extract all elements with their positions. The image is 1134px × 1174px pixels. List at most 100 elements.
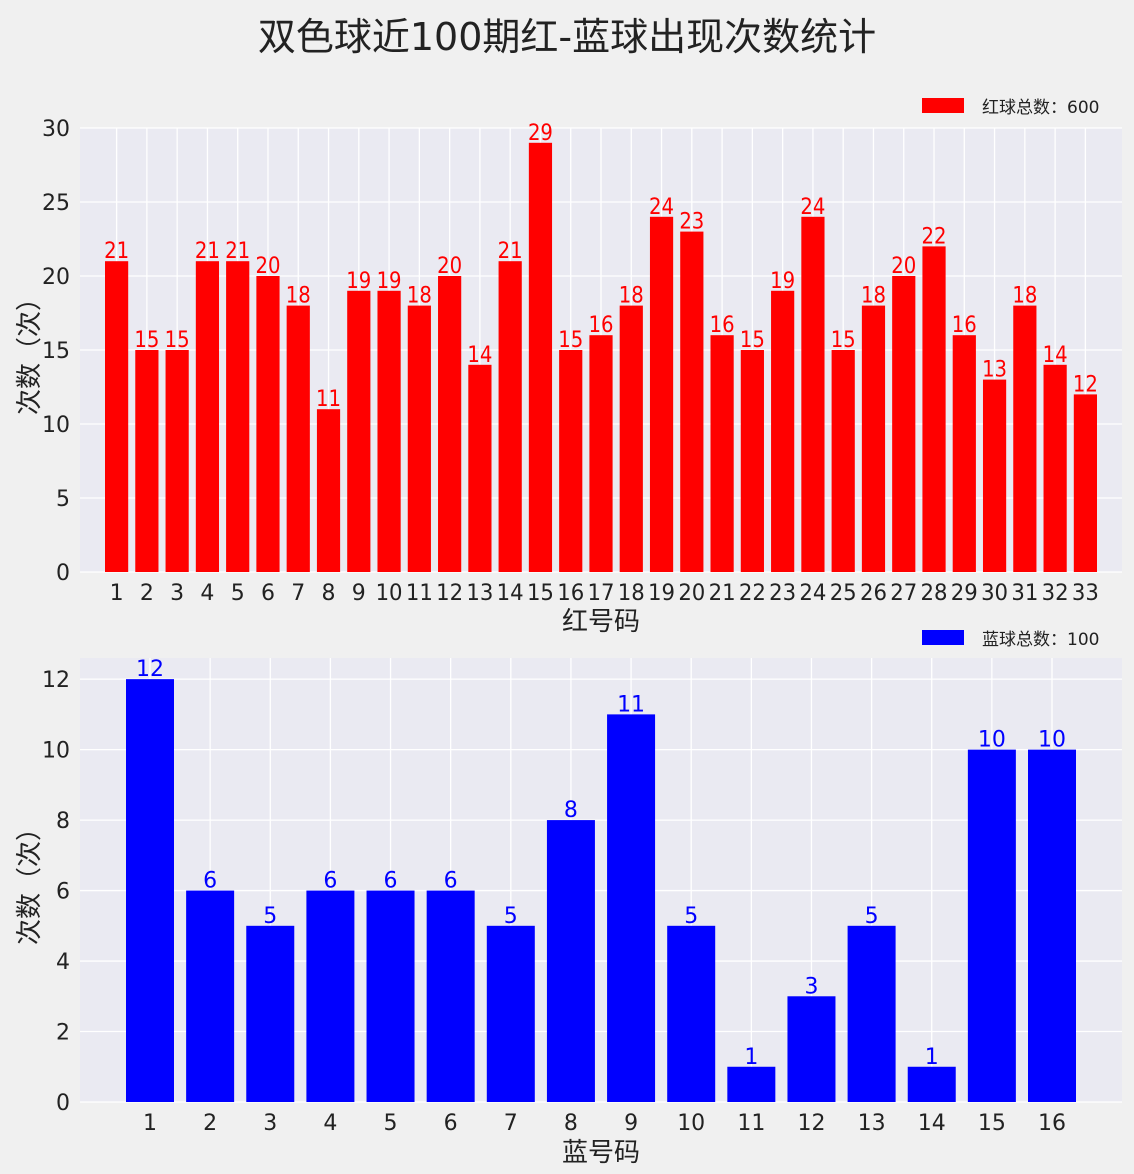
bar-10 — [667, 925, 716, 1102]
x-tick-label: 4 — [323, 1111, 337, 1136]
data-label: 1 — [744, 1045, 758, 1070]
x-tick-label: 9 — [624, 1111, 638, 1136]
x-tick-label: 2 — [140, 581, 154, 606]
x-tick-label: 3 — [263, 1111, 277, 1136]
data-label: 20 — [255, 254, 280, 279]
bar-17 — [589, 335, 613, 572]
bar-23 — [771, 290, 795, 572]
bar-28 — [922, 246, 946, 572]
bar-11 — [407, 305, 431, 572]
legend-label: 蓝球总数：100 — [982, 630, 1099, 650]
data-label: 12 — [136, 657, 164, 682]
y-axis-label: 次数（次） — [15, 285, 45, 415]
data-label: 6 — [323, 869, 337, 894]
bar-13 — [468, 364, 492, 572]
x-tick-label: 11 — [406, 581, 433, 606]
x-tick-label: 24 — [799, 581, 826, 606]
bar-9 — [347, 290, 371, 572]
data-label: 5 — [684, 904, 698, 929]
x-tick-label: 20 — [678, 581, 705, 606]
data-label: 15 — [134, 328, 159, 353]
data-label: 29 — [528, 121, 553, 146]
data-label: 23 — [679, 210, 704, 235]
y-tick-label: 6 — [56, 880, 70, 905]
x-tick-label: 18 — [618, 581, 645, 606]
bar-16 — [559, 350, 583, 572]
data-label: 19 — [377, 269, 402, 294]
data-label: 20 — [891, 254, 916, 279]
bar-12 — [438, 276, 462, 572]
bar-1 — [126, 679, 174, 1102]
data-label: 15 — [165, 328, 190, 353]
x-tick-label: 13 — [466, 581, 493, 606]
x-tick-label: 1 — [110, 581, 124, 606]
data-label: 24 — [800, 195, 825, 220]
x-tick-label: 21 — [709, 581, 736, 606]
bar-5 — [366, 890, 415, 1102]
bar-6 — [256, 276, 280, 572]
data-label: 18 — [619, 284, 644, 309]
data-label: 5 — [504, 904, 518, 929]
y-tick-label: 15 — [42, 339, 70, 364]
x-tick-label: 19 — [648, 581, 675, 606]
x-tick-label: 9 — [352, 581, 366, 606]
data-label: 16 — [710, 313, 735, 338]
y-tick-label: 20 — [42, 265, 70, 290]
x-tick-label: 30 — [981, 581, 1008, 606]
x-axis-label: 蓝号码 — [562, 1138, 640, 1168]
y-tick-label: 8 — [56, 809, 70, 834]
data-label: 15 — [740, 328, 765, 353]
x-tick-label: 7 — [504, 1111, 518, 1136]
x-tick-label: 5 — [231, 581, 245, 606]
x-axis-label: 红号码 — [562, 607, 640, 637]
x-tick-label: 14 — [918, 1111, 946, 1136]
data-label: 18 — [407, 284, 432, 309]
data-label: 15 — [831, 328, 856, 353]
data-label: 6 — [444, 869, 458, 894]
x-tick-label: 28 — [921, 581, 948, 606]
legend: 蓝球总数：100 — [922, 630, 1099, 650]
bar-5 — [226, 261, 250, 572]
data-label: 10 — [1038, 728, 1066, 753]
bar-14 — [498, 261, 522, 572]
x-tick-label: 22 — [739, 581, 766, 606]
data-label: 16 — [589, 313, 614, 338]
main-title: 双色球近100期红-蓝球出现次数统计 — [257, 15, 877, 59]
x-tick-label: 1 — [143, 1111, 157, 1136]
bar-19 — [649, 216, 674, 573]
data-label: 14 — [1043, 343, 1068, 368]
bar-22 — [740, 350, 764, 572]
bar-8 — [546, 820, 595, 1102]
x-tick-label: 10 — [677, 1111, 705, 1136]
plot-area — [80, 658, 1122, 1102]
x-tick-label: 23 — [769, 581, 796, 606]
legend: 红球总数：600 — [922, 98, 1099, 118]
bar-33 — [1073, 394, 1097, 572]
bar-30 — [982, 379, 1007, 572]
x-tick-label: 16 — [1038, 1111, 1066, 1136]
data-label: 21 — [225, 239, 250, 264]
y-tick-label: 2 — [56, 1021, 70, 1046]
bar-10 — [377, 290, 401, 572]
bar-4 — [195, 261, 220, 572]
data-label: 13 — [982, 358, 1007, 383]
x-tick-label: 6 — [261, 581, 275, 606]
data-label: 18 — [861, 284, 886, 309]
x-tick-label: 32 — [1042, 581, 1069, 606]
data-label: 19 — [770, 269, 795, 294]
x-tick-label: 13 — [858, 1111, 886, 1136]
bar-32 — [1043, 364, 1067, 572]
bar-1 — [105, 261, 129, 572]
bar-11 — [727, 1066, 776, 1102]
x-tick-label: 12 — [436, 581, 463, 606]
data-label: 14 — [467, 343, 492, 368]
bar-12 — [787, 996, 836, 1102]
bar-24 — [801, 216, 825, 573]
x-tick-label: 33 — [1072, 581, 1099, 606]
x-tick-label: 14 — [497, 581, 524, 606]
chart-blue: 0246810121122635465666758891110511112313… — [15, 630, 1122, 1168]
data-label: 24 — [649, 195, 674, 220]
y-tick-label: 30 — [42, 117, 70, 142]
